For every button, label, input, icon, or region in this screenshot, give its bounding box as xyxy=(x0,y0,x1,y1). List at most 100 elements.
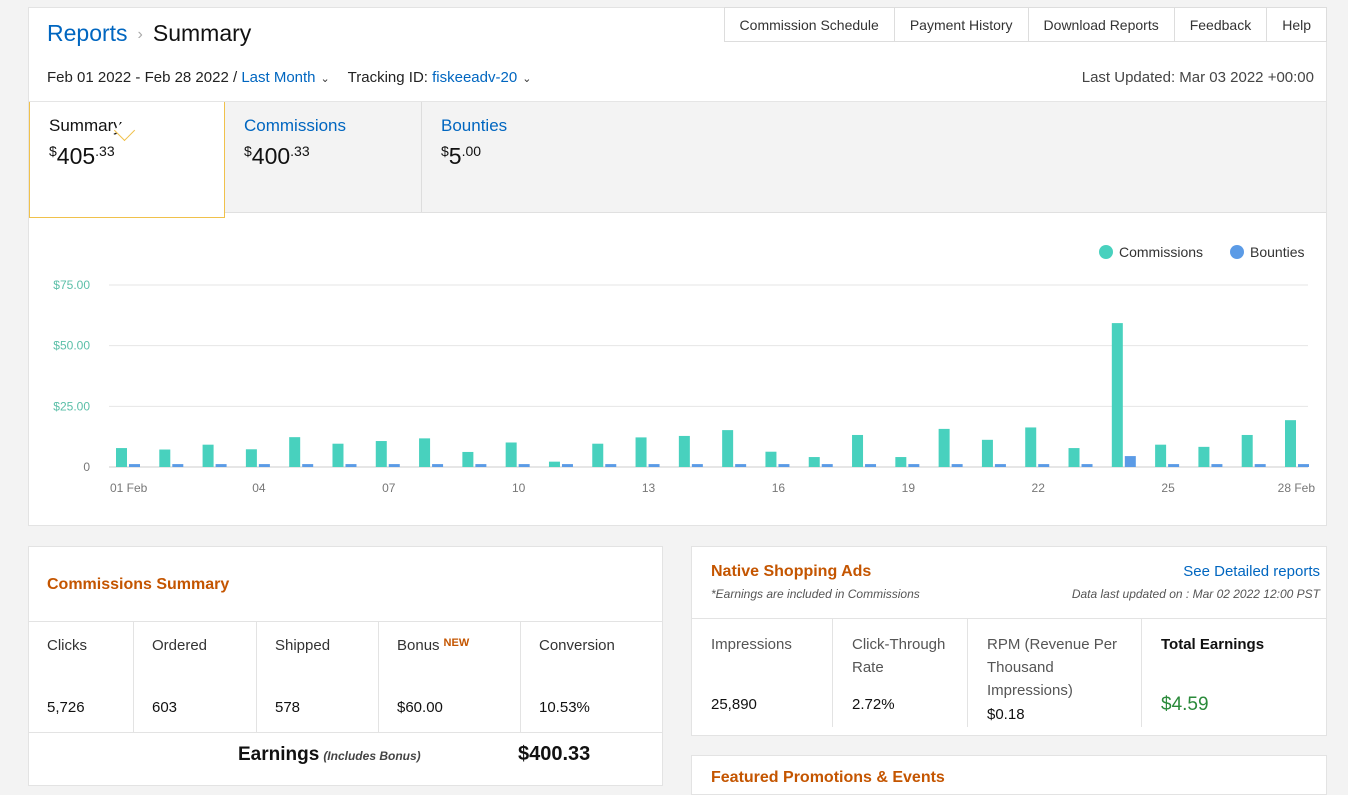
shipped-cell: Shipped 578 xyxy=(257,622,379,732)
legend-bounties-dot xyxy=(1230,245,1244,259)
commissions-bar xyxy=(202,444,214,467)
rpm-cell: RPM (Revenue Per Thousand Impressions) $… xyxy=(968,619,1142,727)
commissions-bar xyxy=(289,437,301,467)
bounties-bar xyxy=(1211,464,1223,467)
commissions-bar xyxy=(462,451,474,467)
bounties-bar xyxy=(432,464,444,467)
x-tick-label: 04 xyxy=(252,481,266,495)
x-tick-label: 07 xyxy=(382,481,396,495)
help-link[interactable]: Help xyxy=(1267,7,1327,42)
feedback-link[interactable]: Feedback xyxy=(1174,7,1268,42)
tracking-id-dropdown[interactable]: fiskeeadv-20 xyxy=(432,69,518,86)
ctr-header: Click-Through Rate xyxy=(852,636,946,676)
page-title: Summary xyxy=(152,20,252,46)
earnings-tabs: Summary $405.33 Commissions $400.33 Boun… xyxy=(29,101,1326,218)
bounties-bar xyxy=(518,464,530,467)
earnings-bar-chart: $75.00 $50.00 $25.00 0 01 Feb 04 07 10 13 16 19 22… xyxy=(53,244,1315,495)
commissions-bar xyxy=(1068,448,1080,467)
bonus-header: Bonus NEW xyxy=(397,637,502,654)
commissions-bar xyxy=(548,461,560,467)
commissions-bar xyxy=(722,430,734,467)
commissions-bar xyxy=(1198,446,1210,467)
bounties-bar xyxy=(129,464,140,467)
report-filters: Feb 01 2022 - Feb 28 2022 / Last Month ⌄ … xyxy=(47,69,545,86)
commissions-bar xyxy=(1241,434,1253,467)
top-links-bar: Commission Schedule Payment History Down… xyxy=(723,7,1327,42)
bounties-bar xyxy=(691,464,703,467)
tab-summary-value: $405.33 xyxy=(49,143,205,170)
commissions-bar xyxy=(895,457,907,467)
bounties-bar xyxy=(821,464,833,467)
bounties-bar xyxy=(475,464,487,467)
last-updated-text: Last Updated: Mar 03 2022 +00:00 xyxy=(1081,69,1314,86)
bounties-bar xyxy=(1081,464,1093,467)
native-shopping-ads-title: Native Shopping Ads xyxy=(711,563,872,580)
bounties-bar xyxy=(648,464,660,467)
x-tick-label: 16 xyxy=(772,481,786,495)
chart-x-axis: 01 Feb 04 07 10 13 16 19 22 25 28 Feb xyxy=(110,481,1315,495)
value-cents: .33 xyxy=(290,143,310,159)
bounties-bar xyxy=(735,464,747,467)
ordered-value: 603 xyxy=(152,699,178,716)
commission-schedule-link[interactable]: Commission Schedule xyxy=(723,7,895,42)
earnings-value: $400.33 xyxy=(518,743,591,765)
commissions-summary-title: Commissions Summary xyxy=(47,576,230,593)
period-chevron-down-icon[interactable]: ⌄ xyxy=(320,73,330,85)
bounties-bar xyxy=(1124,456,1136,467)
legend-bounties-label: Bounties xyxy=(1250,244,1304,260)
chart-grid xyxy=(109,284,1308,468)
x-tick-label: 28 Feb xyxy=(1278,481,1316,495)
bounties-bar xyxy=(561,464,573,467)
tracking-chevron-down-icon[interactable]: ⌄ xyxy=(522,73,532,85)
rpm-header: RPM (Revenue Per Thousand Impressions) xyxy=(987,636,1118,699)
commissions-bar xyxy=(938,428,950,467)
payment-history-link[interactable]: Payment History xyxy=(894,7,1029,42)
earnings-overview-card: Reports › Summary Commission Schedule Paym… xyxy=(28,7,1327,526)
native-shopping-ads-table: Impressions 25,890 Click-Through Rate 2.… xyxy=(692,618,1326,736)
currency-symbol: $ xyxy=(49,143,57,159)
download-reports-link[interactable]: Download Reports xyxy=(1028,7,1175,42)
commissions-bar xyxy=(1025,427,1037,467)
new-badge: NEW xyxy=(443,637,470,649)
commissions-bar xyxy=(592,443,604,467)
commissions-bar xyxy=(375,441,387,467)
total-earnings-header: Total Earnings xyxy=(1161,636,1265,653)
tab-bounties-label: Bounties xyxy=(441,116,508,135)
commissions-bar xyxy=(981,439,993,467)
value-cents: .33 xyxy=(95,143,115,159)
impressions-value: 25,890 xyxy=(711,696,757,713)
impressions-cell: Impressions 25,890 xyxy=(692,619,833,727)
commissions-bar xyxy=(765,451,777,467)
breadcrumb-reports-link[interactable]: Reports xyxy=(47,20,128,46)
tab-commissions[interactable]: Commissions $400.33 xyxy=(225,102,422,212)
bounties-bar xyxy=(215,464,227,467)
clicks-header: Clicks xyxy=(47,637,87,654)
commissions-summary-table: Clicks 5,726 Ordered 603 Shipped 578 Bon… xyxy=(29,621,662,733)
bounties-bar xyxy=(388,464,400,467)
see-detailed-reports-link[interactable]: See Detailed reports xyxy=(1183,563,1320,580)
period-dropdown[interactable]: Last Month xyxy=(241,69,316,86)
legend-commissions-label: Commissions xyxy=(1119,244,1203,260)
native-shopping-ads-card: Native Shopping Ads *Earnings are includ… xyxy=(691,546,1327,736)
currency-symbol: $ xyxy=(244,143,252,159)
clicks-cell: Clicks 5,726 xyxy=(29,622,134,732)
total-earnings-cell: Total Earnings $4.59 xyxy=(1142,619,1326,727)
bounties-bar xyxy=(345,464,357,467)
earnings-note: (Includes Bonus) xyxy=(323,749,421,763)
tab-summary[interactable]: Summary $405.33 xyxy=(29,102,225,218)
bounties-bar xyxy=(1168,464,1180,467)
bounties-bar xyxy=(778,464,790,467)
chart-y-axis: $75.00 $50.00 $25.00 0 xyxy=(53,278,90,474)
date-range-text: Feb 01 2022 - Feb 28 2022 / xyxy=(47,69,238,86)
x-tick-label: 25 xyxy=(1161,481,1175,495)
breadcrumb-separator-icon: › xyxy=(137,25,143,43)
tab-bounties[interactable]: Bounties $5.00 xyxy=(422,102,722,212)
commissions-bar xyxy=(419,438,431,467)
legend-commissions-dot xyxy=(1099,245,1113,259)
commissions-bar xyxy=(678,435,690,467)
x-tick-label: 13 xyxy=(642,481,656,495)
featured-promotions-card: Featured Promotions & Events xyxy=(691,755,1327,795)
bounties-bar xyxy=(865,464,877,467)
tab-summary-label: Summary xyxy=(49,116,122,135)
commissions-bar xyxy=(1155,444,1167,467)
